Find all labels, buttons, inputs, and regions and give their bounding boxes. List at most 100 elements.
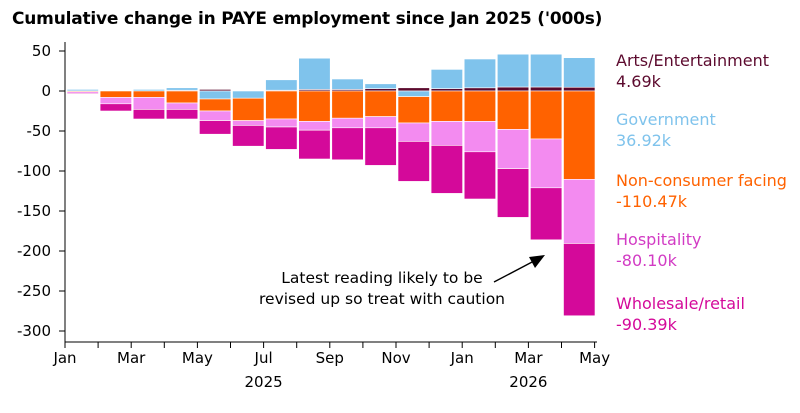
bar-segment <box>563 243 596 317</box>
bar-segment <box>463 87 497 92</box>
annotation-line-1: Latest reading likely to be <box>281 269 483 287</box>
bar-segment <box>364 90 397 117</box>
bar-segment <box>364 127 397 166</box>
legend-series-value: 36.92k <box>616 131 672 150</box>
bar-segment <box>496 168 530 218</box>
bar-segment <box>530 138 563 189</box>
bar-segment <box>331 127 364 161</box>
bar-segment <box>463 58 497 89</box>
y-tick-label: 0 <box>41 82 51 100</box>
bar-segment <box>166 102 199 110</box>
bar-segment <box>166 109 199 120</box>
bar-segment <box>563 57 596 88</box>
x-year-label: 2025 <box>245 373 283 391</box>
x-year-label: 2026 <box>509 373 547 391</box>
bar-segment <box>99 97 132 105</box>
bar-segment <box>132 109 165 120</box>
bar-segment <box>397 96 430 124</box>
bar-segment <box>331 90 364 119</box>
bar-segment <box>430 69 463 89</box>
legend-item: Wholesale/retail -90.39k <box>616 293 745 335</box>
bar-segment <box>99 90 132 98</box>
legend-series-name: Wholesale/retail <box>616 294 745 313</box>
annotation-text: Latest reading likely to be revised up s… <box>242 268 522 310</box>
bar-segment <box>496 129 530 169</box>
legend-series-value: -90.39k <box>616 315 677 334</box>
bar-segment <box>364 83 397 89</box>
bar-segment <box>430 121 463 146</box>
bar-segment <box>496 53 530 88</box>
bar-segment <box>397 90 430 97</box>
x-tick-label: May <box>182 349 213 367</box>
bar-segment <box>166 90 199 104</box>
bar-segment <box>430 145 463 194</box>
legend-item: Hospitality -80.10k <box>616 229 701 271</box>
x-tick-label: Jul <box>254 349 273 367</box>
legend-series-value: -80.10k <box>616 251 677 270</box>
y-tick-label: -50 <box>27 122 52 140</box>
bar-segment <box>364 88 397 92</box>
bar-segment <box>232 120 265 126</box>
bar-segment <box>298 90 331 122</box>
bar-segment <box>166 87 199 91</box>
legend-series-value: -110.47k <box>616 192 688 211</box>
legend-series-name: Hospitality <box>616 230 702 249</box>
bar-segment <box>132 90 165 98</box>
bar-segment <box>463 151 497 200</box>
x-tick-label: Mar <box>514 349 543 367</box>
bar-segment <box>232 97 265 121</box>
bar-segment <box>463 121 497 153</box>
bar-segment <box>265 90 298 120</box>
y-tick-label: -200 <box>17 242 51 260</box>
bar-segment <box>563 179 596 244</box>
bar-segment <box>331 117 364 129</box>
x-tick-label: May <box>579 349 610 367</box>
bar-segment <box>199 90 232 100</box>
bar-segment <box>199 98 232 112</box>
bar-segment <box>232 125 265 147</box>
legend-series-name: Government <box>616 110 716 129</box>
x-tick-label: Jan <box>52 349 76 367</box>
bar-segment <box>364 116 397 129</box>
legend-series-name: Arts/Entertainment <box>616 51 769 70</box>
annotation-line-2: revised up so treat with caution <box>259 290 505 308</box>
bar-segment <box>232 90 265 99</box>
bar-segment <box>463 90 497 122</box>
x-tick-label: Jan <box>450 349 474 367</box>
bar-segment <box>298 121 331 131</box>
legend-item: Non-consumer facing -110.47k <box>616 170 787 212</box>
y-tick-label: -150 <box>17 202 51 220</box>
bar-segment <box>66 93 99 95</box>
bar-segment <box>132 97 165 110</box>
bar-segment <box>265 118 298 128</box>
x-tick-label: Sep <box>316 349 344 367</box>
bar-segment <box>199 120 232 135</box>
bar-segment <box>496 90 530 130</box>
y-tick-label: -250 <box>17 282 51 300</box>
annotation-arrow-line <box>493 260 535 283</box>
bar-segment <box>265 79 298 91</box>
annotation-arrow-head <box>529 255 545 268</box>
bar-segment <box>530 90 563 140</box>
bar-segment <box>563 90 596 180</box>
legend-series-name: Non-consumer facing <box>616 171 787 190</box>
bar-segment <box>530 187 563 241</box>
bar-segment <box>99 103 132 112</box>
x-tick-label: Nov <box>381 349 410 367</box>
bar-segment <box>430 88 463 92</box>
bar-segment <box>298 57 331 90</box>
legend-item: Government 36.92k <box>616 109 716 151</box>
bar-segment <box>430 90 463 122</box>
y-tick-label: 50 <box>32 42 51 60</box>
bar-segment <box>199 110 232 121</box>
bar-segment <box>530 53 563 88</box>
bar-segment <box>397 87 430 92</box>
bar-segment <box>563 86 596 92</box>
bar-segment <box>496 86 530 92</box>
legend-item: Arts/Entertainment 4.69k <box>616 50 769 92</box>
x-tick-label: Mar <box>117 349 146 367</box>
bar-segment <box>397 122 430 142</box>
bar-segment <box>530 86 563 92</box>
bar-segment <box>331 78 364 90</box>
